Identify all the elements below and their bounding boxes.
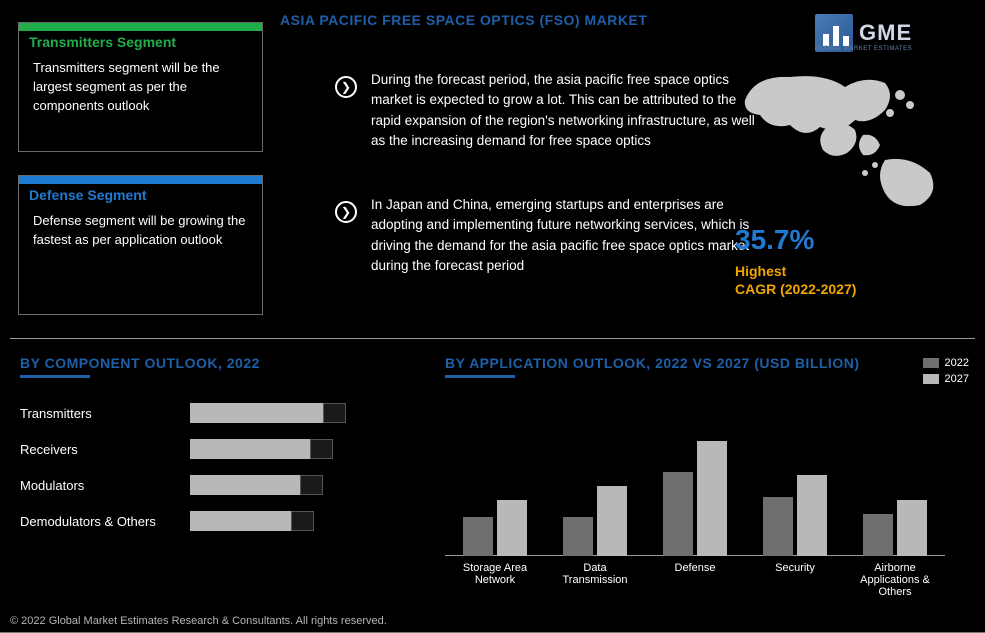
hbar-row: Modulators (20, 474, 420, 496)
page-title: ASIA PACIFIC FREE SPACE OPTICS (FSO) MAR… (280, 12, 647, 28)
segment-body: Transmitters segment will be the largest… (19, 53, 262, 126)
logo-text: GME (859, 20, 912, 46)
hbar-label: Modulators (20, 478, 190, 493)
chart-title: BY APPLICATION OUTLOOK, 2022 VS 2027 (US… (445, 355, 975, 371)
bar-2022 (863, 514, 893, 556)
cagr-label-line1: Highest (735, 263, 786, 279)
hbar-segment-dark (300, 475, 323, 495)
legend-swatch (923, 374, 939, 384)
bar-group-label: Security (755, 562, 835, 574)
segment-header: Transmitters Segment (19, 23, 262, 53)
chevron-right-icon: ❯ (335, 201, 357, 223)
hbar-track (190, 511, 420, 531)
section-divider (10, 338, 975, 339)
bar-2027 (697, 441, 727, 556)
hbar-segment-light (190, 511, 291, 531)
hbar-track (190, 475, 420, 495)
hbar-row: Receivers (20, 438, 420, 460)
hbar-segment-light (190, 403, 323, 423)
bar-2022 (463, 517, 493, 556)
bar-2022 (663, 472, 693, 556)
hbar-track (190, 439, 420, 459)
hbar-segment-light (190, 475, 300, 495)
bar-group: Security (755, 475, 835, 556)
cagr-value: 35.7% (735, 224, 955, 256)
hbar-segment-dark (291, 511, 314, 531)
region-stats: 35.7% Highest CAGR (2022-2027) (735, 65, 955, 325)
cagr-label: Highest CAGR (2022-2027) (735, 262, 955, 298)
chevron-right-icon: ❯ (335, 76, 357, 98)
chart-legend: 2022 2027 (923, 357, 969, 389)
asia-pacific-map-icon (735, 65, 955, 215)
logo-subtext: GLOBAL MARKET ESTIMATES (815, 46, 912, 52)
legend-swatch (923, 358, 939, 368)
bar-group-label: Data Transmission (555, 562, 635, 586)
hbar-track (190, 403, 420, 423)
chart-title: BY COMPONENT OUTLOOK, 2022 (20, 355, 420, 371)
bar-2022 (763, 497, 793, 556)
bar-2022 (563, 517, 593, 556)
bar-group: Airborne Applications & Others (855, 500, 935, 556)
hbar-label: Transmitters (20, 406, 190, 421)
brand-logo: GME GLOBAL MARKET ESTIMATES (815, 8, 955, 58)
segment-header: Defense Segment (19, 176, 262, 206)
segment-card-transmitters: Transmitters Segment Transmitters segmen… (18, 22, 263, 152)
title-underline (20, 375, 90, 378)
application-outlook-chart: BY APPLICATION OUTLOOK, 2022 VS 2027 (US… (445, 355, 975, 584)
bar-2027 (797, 475, 827, 556)
hbar-label: Demodulators & Others (20, 514, 190, 529)
hbar-row: Demodulators & Others (20, 510, 420, 532)
bar-group: Storage Area Network (455, 500, 535, 556)
bar-2027 (497, 500, 527, 556)
bullet-text: In Japan and China, emerging startups an… (371, 195, 761, 276)
hbar-label: Receivers (20, 442, 190, 457)
copyright-footer: © 2022 Global Market Estimates Research … (10, 615, 387, 627)
hbar-segment-dark (310, 439, 333, 459)
bar-group-label: Airborne Applications & Others (855, 562, 935, 598)
legend-item: 2027 (923, 373, 969, 385)
legend-label: 2027 (945, 373, 969, 385)
bar-group-label: Storage Area Network (455, 562, 535, 586)
bar-2027 (897, 500, 927, 556)
bar-group-label: Defense (655, 562, 735, 574)
hbar-row: Transmitters (20, 402, 420, 424)
legend-label: 2022 (945, 357, 969, 369)
segment-card-defense: Defense Segment Defense segment will be … (18, 175, 263, 315)
cagr-label-line2: CAGR (2022-2027) (735, 281, 856, 297)
component-outlook-chart: BY COMPONENT OUTLOOK, 2022 Transmitters R… (20, 355, 420, 546)
title-underline (445, 375, 515, 378)
segment-body: Defense segment will be growing the fast… (19, 206, 262, 260)
hbar-segment-light (190, 439, 310, 459)
bar-2027 (597, 486, 627, 556)
bullet-text: During the forecast period, the asia pac… (371, 70, 761, 151)
legend-item: 2022 (923, 357, 969, 369)
bar-group: Data Transmission (555, 486, 635, 556)
hbar-segment-dark (323, 403, 346, 423)
bar-group: Defense (655, 441, 735, 556)
